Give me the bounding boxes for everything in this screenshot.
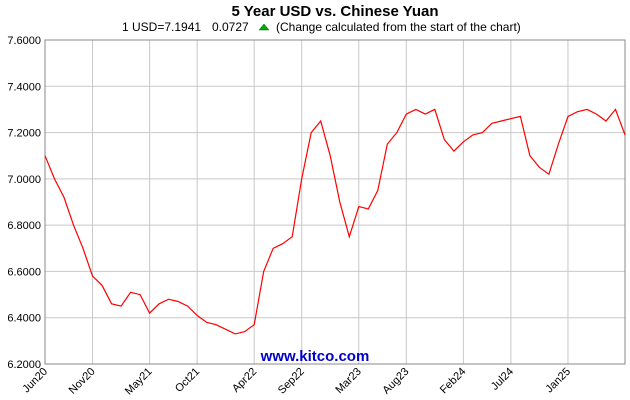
plot-border — [44, 39, 626, 365]
y-tick-label: 6.2000 — [7, 359, 41, 371]
x-tick-label: Aug23 — [380, 366, 411, 397]
x-tick-label: Apr22 — [230, 366, 259, 395]
y-tick-label: 6.4000 — [7, 313, 41, 325]
plot-area — [44, 39, 626, 365]
x-tick-label: Nov20 — [67, 366, 98, 397]
watermark: www.kitco.com — [260, 348, 370, 365]
x-tick-label: Feb24 — [438, 366, 469, 397]
y-tick-label: 7.0000 — [7, 174, 41, 186]
x-tick-label: May21 — [123, 366, 155, 398]
x-tick-label: Mar23 — [333, 366, 364, 397]
x-tick-label: Oct21 — [173, 366, 202, 395]
x-tick-label: Sep22 — [276, 366, 307, 397]
note: (Change calculated from the start of the… — [276, 20, 521, 34]
y-tick-label: 6.6000 — [7, 266, 41, 278]
y-tick-label: 6.8000 — [7, 220, 41, 232]
rate: 1 USD=7.1941 — [122, 20, 201, 34]
x-tick-label: Jan25 — [543, 366, 573, 396]
y-tick-label: 7.6000 — [7, 35, 41, 47]
y-tick-label: 7.2000 — [7, 128, 41, 140]
chart-title: 5 Year USD vs. Chinese Yuan — [231, 3, 438, 20]
x-tick-label: Jul24 — [489, 366, 516, 393]
y-tick-label: 7.4000 — [7, 81, 41, 93]
change: 0.0727 — [212, 20, 249, 34]
up-arrow — [258, 23, 270, 31]
price-line — [44, 108, 626, 335]
